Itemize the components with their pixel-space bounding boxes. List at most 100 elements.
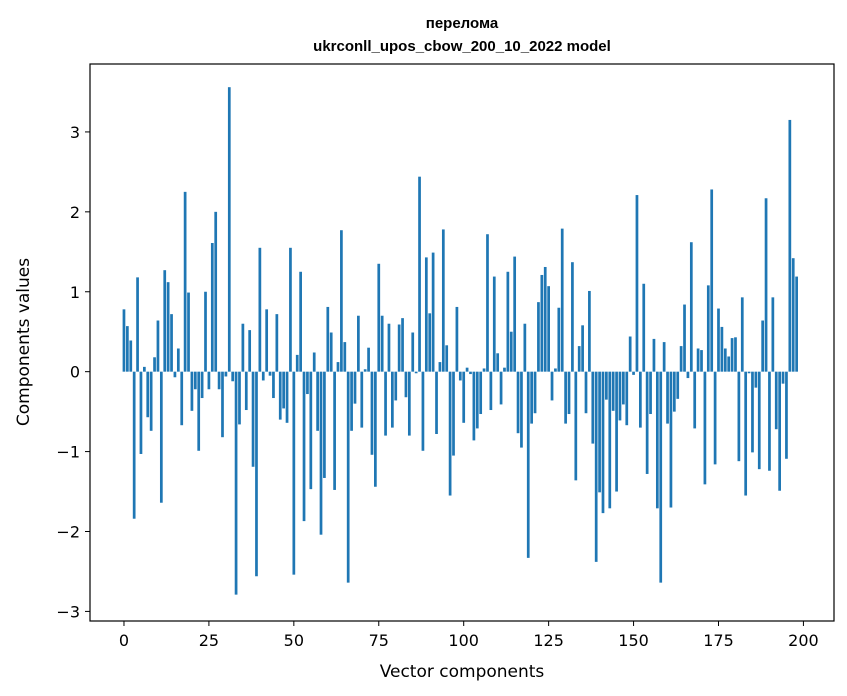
bar [761, 320, 765, 372]
bar [193, 371, 197, 390]
bar [720, 326, 724, 372]
bar [706, 285, 710, 372]
bar [255, 371, 258, 577]
bar [584, 371, 588, 414]
bar [757, 371, 761, 470]
bar [659, 371, 663, 583]
bar [642, 283, 646, 372]
bar [319, 371, 323, 535]
bar [411, 332, 415, 372]
bar [622, 371, 625, 405]
bar [176, 348, 180, 372]
bar [781, 371, 785, 384]
bar [489, 371, 493, 411]
bar [302, 371, 306, 522]
bar [238, 371, 241, 425]
bar [139, 371, 143, 454]
bar [744, 371, 748, 496]
bar [360, 371, 364, 428]
bar [401, 318, 404, 372]
bar [672, 371, 676, 412]
bar [173, 371, 177, 378]
bar [465, 367, 469, 372]
bar [486, 234, 489, 372]
bar [275, 314, 279, 372]
bar [357, 315, 360, 372]
bar [455, 306, 459, 372]
bar [503, 367, 506, 372]
bar [431, 252, 435, 372]
bar [428, 313, 432, 372]
bar [679, 346, 683, 372]
bar [289, 247, 292, 372]
bar [655, 371, 659, 509]
bar [435, 371, 438, 434]
bar [632, 371, 635, 375]
bar [299, 271, 302, 372]
bar [771, 297, 775, 372]
bar [737, 371, 741, 462]
bar [163, 270, 167, 372]
bar [204, 291, 207, 372]
bar [540, 274, 544, 372]
chart-title-line-2: ukrconll_upos_cbow_200_10_2022 model [313, 38, 611, 55]
bar [367, 347, 370, 372]
bar [533, 371, 537, 414]
bar [353, 371, 357, 404]
bar [662, 342, 666, 372]
bar [751, 371, 754, 453]
bar [469, 371, 472, 375]
bar [676, 371, 680, 399]
bar [652, 338, 656, 372]
bar [306, 371, 309, 395]
bar [224, 371, 228, 377]
bar [292, 371, 296, 575]
bar [598, 371, 601, 493]
bar [785, 371, 788, 459]
bar [509, 331, 513, 372]
bar [520, 371, 523, 448]
bar [295, 354, 299, 372]
x-axis-label: Vector components [380, 662, 545, 682]
bar [740, 297, 744, 372]
bar [747, 371, 751, 374]
bar [312, 352, 316, 372]
bar [618, 371, 622, 421]
bar [159, 371, 163, 503]
bar [764, 198, 768, 372]
bar [374, 371, 377, 487]
bar [506, 271, 510, 372]
bar [329, 332, 333, 372]
bar [309, 371, 313, 490]
bar [730, 338, 734, 372]
bar [241, 323, 245, 372]
bar [560, 228, 564, 372]
bar [418, 176, 421, 372]
y-tick-label: −1 [56, 443, 80, 462]
bar [717, 308, 720, 372]
bar [404, 371, 408, 398]
bar [645, 371, 649, 474]
bar [391, 371, 394, 428]
bar [605, 371, 608, 400]
bar-series [122, 87, 798, 595]
bar [214, 211, 218, 372]
bar [207, 371, 211, 390]
bar [700, 350, 703, 372]
bar [754, 371, 758, 388]
bar [523, 323, 527, 372]
bar [768, 371, 771, 471]
bar [397, 324, 401, 372]
bar [693, 371, 697, 429]
bar [462, 371, 466, 423]
bar [166, 282, 170, 372]
bar [414, 371, 418, 374]
chart-title-line-1: перелома [426, 15, 499, 32]
plot-area-frame [89, 63, 835, 622]
bar [445, 345, 449, 372]
x-tick-label: 25 [199, 631, 219, 650]
x-axis-ticks: 0 25 50 75 100 125 150 175 200 [119, 621, 819, 650]
x-tick-label: 150 [618, 631, 649, 650]
bar [581, 325, 584, 372]
x-tick-label: 0 [119, 631, 129, 650]
